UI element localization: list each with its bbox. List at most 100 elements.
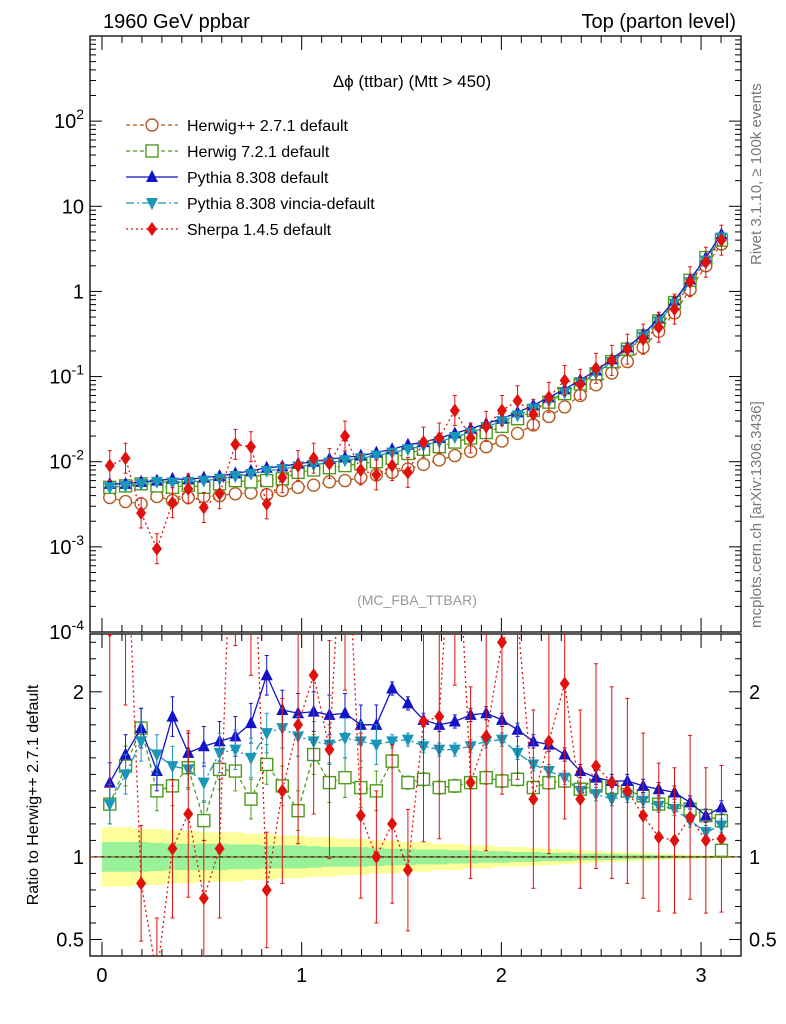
data-point xyxy=(512,393,523,408)
ratio-point xyxy=(402,863,413,878)
data-point xyxy=(103,482,116,495)
ratio-point xyxy=(371,849,382,864)
data-point xyxy=(293,458,304,473)
main-frame xyxy=(89,35,742,633)
legend-label: Pythia 8.308 vincia-default xyxy=(187,196,375,213)
ratio-point xyxy=(355,808,366,823)
data-point xyxy=(432,453,446,467)
main-panel: 10-4 10-3 10-2 10-1 1 10 102 Δϕ (ttbar) (Mtt > … xyxy=(49,35,742,644)
data-point xyxy=(528,407,539,422)
y-tick-label: 1 xyxy=(73,281,84,303)
y-tick-exponent: -1 xyxy=(72,362,85,378)
data-point xyxy=(402,465,413,480)
data-point xyxy=(150,476,163,489)
ratio-point xyxy=(575,792,586,807)
y-tick-label: 10-2 xyxy=(49,447,84,474)
series-triangle-down xyxy=(103,232,728,495)
legend-marker xyxy=(146,198,158,210)
data-point xyxy=(339,455,352,468)
ratio-point xyxy=(167,841,178,856)
y-tick-label: 10 xyxy=(62,196,84,218)
ratio-point xyxy=(213,747,226,760)
ratio-point xyxy=(386,681,399,694)
ratio-point xyxy=(606,775,617,790)
ratio-point xyxy=(103,799,116,812)
series-line xyxy=(109,239,722,551)
ratio-point xyxy=(559,676,570,691)
ratio-point xyxy=(229,744,242,757)
legend-label: Sherpa 1.4.5 default xyxy=(187,222,332,239)
x-tick-label: 0 xyxy=(96,965,107,987)
data-point xyxy=(291,480,305,495)
ratio-point xyxy=(370,739,383,752)
data-point xyxy=(622,342,633,357)
series-line xyxy=(109,237,722,488)
ratio-line xyxy=(109,726,722,823)
ratio-point xyxy=(448,744,461,757)
ratio-point xyxy=(308,668,319,683)
data-point xyxy=(653,320,664,335)
ratio-point xyxy=(119,747,132,760)
ratio-point xyxy=(119,769,132,782)
ratio-point xyxy=(528,792,539,807)
chart-title: Δϕ (ttbar) (Mtt > 450) xyxy=(333,72,491,91)
data-point xyxy=(183,481,194,496)
ratio-series-diamond xyxy=(107,610,727,983)
data-point xyxy=(244,468,257,481)
ratio-point xyxy=(339,733,352,746)
data-point xyxy=(543,390,554,405)
data-point xyxy=(118,494,133,509)
data-point xyxy=(401,444,414,457)
data-point xyxy=(559,373,570,388)
data-point xyxy=(338,473,352,488)
data-point xyxy=(151,541,162,556)
data-point xyxy=(370,450,383,463)
ratio-point xyxy=(152,969,162,983)
legend-entry: Pythia 8.308 vincia-default xyxy=(126,196,375,213)
ratio-y-tick-label-right: 1 xyxy=(749,847,760,869)
data-point xyxy=(260,465,273,478)
x-tick-label: 1 xyxy=(296,965,307,987)
legend: Herwig++ 2.7.1 default Herwig 7.2.1 defau… xyxy=(126,118,375,239)
ratio-line xyxy=(130,634,722,956)
legend-marker xyxy=(146,170,158,182)
data-point xyxy=(308,451,319,466)
data-point xyxy=(198,500,209,515)
header-right-label: Top (parton level) xyxy=(581,11,736,33)
series-line xyxy=(109,239,722,489)
data-point xyxy=(387,458,398,473)
ratio-point xyxy=(448,779,462,793)
ratio-point xyxy=(591,759,602,774)
legend-label: Herwig++ 2.7.1 default xyxy=(187,118,349,135)
ratio-point xyxy=(622,783,633,798)
legend-marker xyxy=(145,118,159,132)
ratio-point xyxy=(244,752,257,765)
y-tick-label: 10-4 xyxy=(49,617,84,644)
ratio-point xyxy=(653,830,664,845)
y-tick-label: 10-3 xyxy=(49,532,84,559)
ratio-y-tick-label-right: 0.5 xyxy=(749,929,777,951)
data-point xyxy=(371,467,382,482)
data-point xyxy=(229,470,242,483)
ratio-y-axis-label: Ratio to Herwig++ 2.7.1 default xyxy=(25,684,42,905)
y-tick-label: 10-1 xyxy=(49,362,84,389)
data-point xyxy=(214,486,225,501)
legend-label: Pythia 8.308 default xyxy=(187,170,329,187)
data-point xyxy=(244,486,258,500)
data-point xyxy=(496,403,507,418)
ratio-point xyxy=(244,716,257,729)
data-point xyxy=(716,233,727,248)
ratio-point xyxy=(166,709,179,722)
ratio-point xyxy=(324,742,335,757)
data-point xyxy=(575,377,586,392)
data-point xyxy=(230,437,241,452)
ratio-point xyxy=(496,635,507,650)
ratio-point xyxy=(513,610,523,624)
data-point xyxy=(448,432,461,445)
ratio-point xyxy=(370,717,383,730)
ratio-point xyxy=(669,833,680,848)
legend-entry: Herwig 7.2.1 default xyxy=(126,144,330,161)
data-point xyxy=(418,435,429,450)
data-point xyxy=(277,470,288,485)
